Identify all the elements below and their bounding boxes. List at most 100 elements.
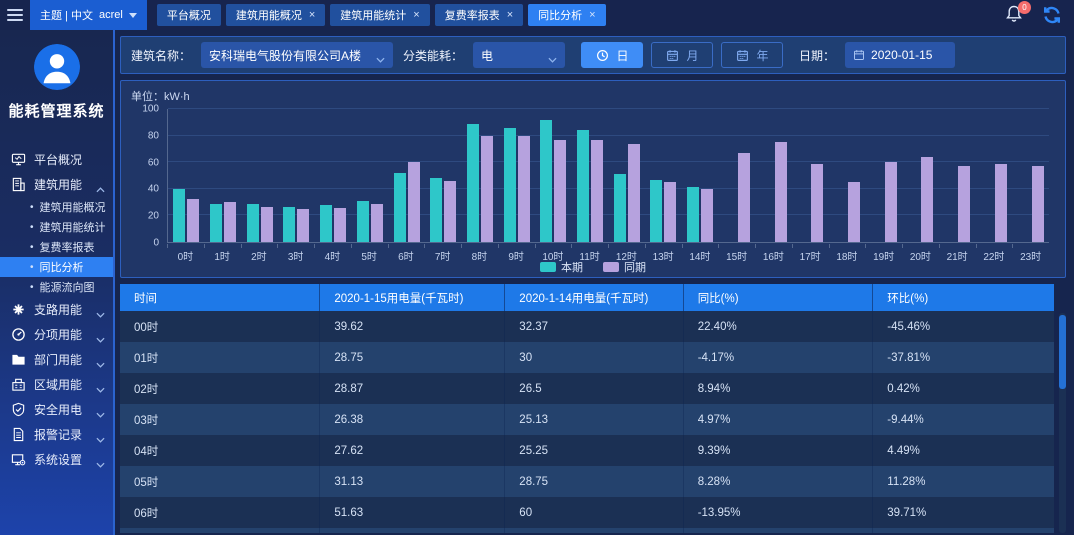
bar-同期-23时 (1031, 165, 1044, 242)
building-select[interactable]: 安科瑞电气股份有限公司A楼 (201, 42, 394, 68)
bar-同期-10时 (554, 139, 567, 242)
sidebar-item-label: 建筑用能 (34, 178, 83, 192)
sidebar-item-label: 部门用能 (34, 353, 83, 367)
sidebar-item-部门用能[interactable]: 部门用能 (0, 347, 113, 372)
table-cell: 03时 (120, 404, 320, 435)
table-scrollbar-thumb[interactable] (1059, 315, 1066, 389)
table-cell: 07时 (120, 528, 320, 533)
table-cell: 25.25 (504, 435, 684, 466)
x-axis-tick-label: 6时 (387, 244, 425, 263)
main-content: 建筑名称： 安科瑞电气股份有限公司A楼 分类能耗： 电 日月年 日期： 2020… (115, 30, 1074, 535)
bar-groups (168, 109, 1049, 242)
legend-item-同期[interactable]: 同期 (603, 259, 646, 275)
sidebar-item-支路用能[interactable]: 支路用能 (0, 297, 113, 322)
bar-同期-6时 (407, 162, 420, 242)
bar-同期-8时 (480, 136, 493, 242)
bar-同期-21时 (958, 166, 971, 242)
calendar-icon (853, 49, 865, 61)
bar-group-10时 (535, 109, 572, 242)
period-button-月[interactable]: 月 (651, 42, 714, 68)
comparison-bar-chart: 单位：kW·h 0时 1时 2时 3时 4时 5时 6时 7时 8时 9时 10时 11时 12时 13时… (120, 80, 1066, 278)
tab-复费率报表[interactable]: 复费率报表 × (434, 4, 524, 26)
bar-group-19时 (865, 109, 902, 242)
bar-同期-17时 (811, 164, 824, 242)
bar-同期-22时 (994, 164, 1007, 242)
sidebar-item-报警记录[interactable]: 报警记录 (0, 422, 113, 447)
tab-建筑用能概况[interactable]: 建筑用能概况 × (225, 4, 326, 26)
sidebar-subitem-建筑用能统计[interactable]: 建筑用能统计 (0, 217, 113, 237)
tab-bar: 平台概况 建筑用能概况 × 建筑用能统计 × 复费率报表 × 同比分析 × (156, 4, 606, 26)
x-axis-tick-label: 13时 (644, 244, 682, 263)
bar-group-1时 (205, 109, 242, 242)
bar-同期-4时 (334, 208, 347, 242)
refresh-button[interactable] (1042, 5, 1062, 25)
table-cell: 00时 (120, 311, 320, 342)
bar-同期-12时 (627, 143, 640, 242)
bar-group-0时 (168, 109, 205, 242)
tab-平台概况[interactable]: 平台概况 (156, 4, 221, 26)
sidebar-item-系统设置[interactable]: 系统设置 (0, 447, 113, 472)
sidebar-item-安全用电[interactable]: 安全用电 (0, 397, 113, 422)
period-button-年[interactable]: 年 (721, 42, 784, 68)
bar-同期-7时 (444, 181, 457, 242)
tab-同比分析[interactable]: 同比分析 × (528, 4, 606, 26)
sidebar-item-区域用能[interactable]: 区域用能 (0, 372, 113, 397)
x-axis-tick-label: 9时 (497, 244, 535, 263)
tab-close-icon[interactable]: × (413, 8, 420, 21)
sidebar-item-建筑用能[interactable]: 建筑用能 (0, 172, 113, 197)
tab-建筑用能统计[interactable]: 建筑用能统计 × (330, 4, 430, 26)
tab-close-icon[interactable]: × (308, 8, 316, 21)
column-header-同比(%): 同比(%) (682, 284, 873, 311)
sidebar-subitem-复费率报表[interactable]: 复费率报表 (0, 237, 113, 257)
x-axis-tick-label: 14时 (681, 244, 719, 263)
chart-plot-area (167, 108, 1049, 243)
chevron-down-icon (96, 307, 105, 318)
chevron-down-icon (96, 407, 105, 418)
table-cell: 05时 (120, 466, 320, 497)
sidebar-subitem-建筑用能概况[interactable]: 建筑用能概况 (0, 197, 113, 217)
sidebar-subitem-label: 能源流向图 (39, 282, 95, 294)
x-axis-tick-label: 12时 (608, 244, 645, 263)
x-axis-tick-label: 8时 (461, 244, 498, 263)
tab-close-icon[interactable]: × (589, 8, 596, 21)
table-row: 01时 28.75 30 -4.17% -37.81% (120, 342, 1054, 373)
bar-同期-9时 (517, 136, 530, 242)
table-cell: 28.75 (504, 466, 684, 497)
tab-close-icon[interactable]: × (506, 8, 514, 21)
sidebar-item-平台概况[interactable]: 平台概况 (0, 147, 113, 172)
table-scrollbar-track[interactable] (1059, 313, 1066, 533)
bar-group-9时 (498, 109, 535, 242)
table-row: 03时 26.38 25.13 4.97% -9.44% (120, 404, 1054, 435)
table-row: 02时 28.87 26.5 8.94% 0.42% (120, 373, 1054, 404)
table-cell: 5.19% (682, 528, 873, 533)
x-axis-tick-label: 7时 (424, 244, 461, 263)
sidebar-item-分项用能[interactable]: 分项用能 (0, 322, 113, 347)
x-axis-tick-label: 16时 (755, 244, 792, 263)
bar-本期-12时 (613, 174, 626, 242)
notification-bell-button[interactable]: 0 (1004, 1, 1031, 26)
table-cell: -4.17% (682, 342, 873, 373)
theme-language-user-dropdown[interactable]: 主题 | 中文 acrel (30, 0, 147, 30)
bar-本期-9时 (503, 127, 516, 242)
region-icon (11, 377, 26, 392)
chart-x-axis-labels: 0时 1时 2时 3时 4时 5时 6时 7时 8时 9时 10时 11时 12时 13时 14时 15时 16… (167, 244, 1049, 263)
x-axis-tick-label: 1时 (203, 244, 241, 263)
bar-同期-1时 (224, 202, 237, 242)
hamburger-menu-icon[interactable] (0, 0, 30, 30)
x-axis-tick-label: 5时 (350, 244, 388, 263)
bar-group-23时 (1012, 109, 1049, 242)
sidebar-item-label: 平台概况 (34, 153, 83, 167)
bar-group-15时 (719, 109, 756, 242)
bar-本期-3时 (283, 206, 296, 242)
x-axis-tick-label: 19时 (865, 244, 902, 263)
legend-item-本期[interactable]: 本期 (540, 259, 583, 275)
sidebar-subitem-label: 建筑用能统计 (39, 222, 106, 234)
date-picker-input[interactable]: 2020-01-15 (845, 42, 956, 68)
period-button-日[interactable]: 日 (581, 42, 644, 68)
table-row: 06时 51.63 60 -13.95% 39.71% (120, 497, 1054, 528)
table-cell: 22.40% (682, 311, 873, 342)
energy-type-select[interactable]: 电 (473, 42, 566, 68)
sidebar-subitem-能源流向图[interactable]: 能源流向图 (0, 277, 113, 297)
sidebar-subitem-同比分析[interactable]: 同比分析 (0, 257, 113, 277)
chevron-down-icon (96, 457, 105, 468)
